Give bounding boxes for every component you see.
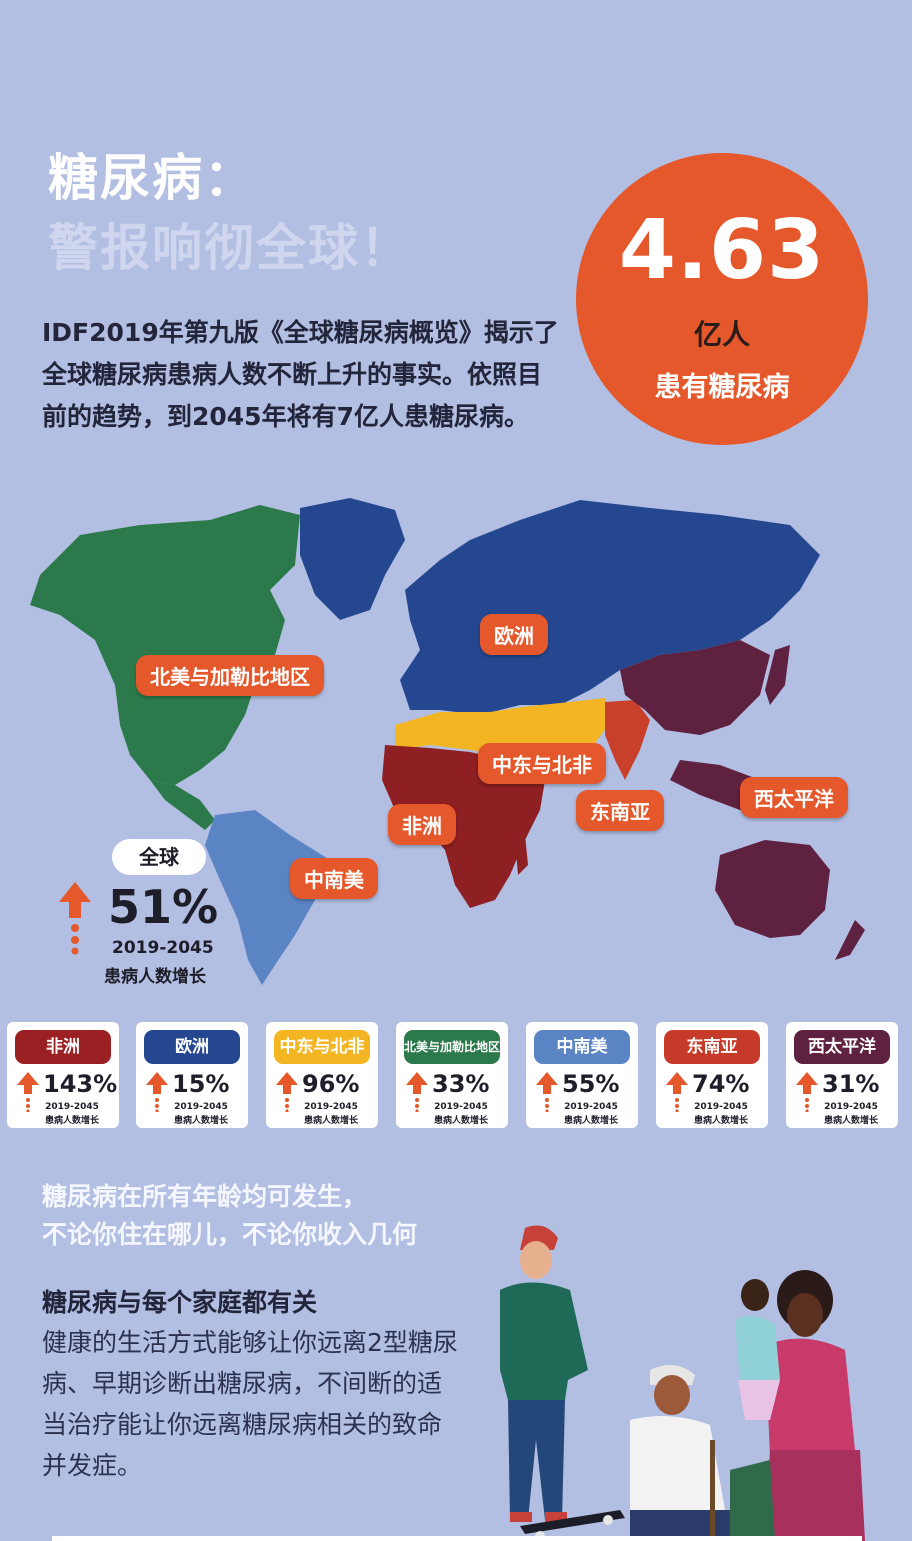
map-label-europe: 欧洲 <box>480 614 548 655</box>
region-desc: 患病人数增长 <box>563 1116 618 1126</box>
wp-japan-region <box>765 645 790 705</box>
madagascar-region <box>515 835 528 875</box>
world-map: 北美与加勒比地区 欧洲 中东与北非 非洲 东南亚 西太平洋 中南美 <box>0 480 912 990</box>
africa-region <box>382 745 545 908</box>
greenland-region <box>300 498 405 620</box>
region-name: 欧洲 <box>144 1030 240 1064</box>
up-arrow-icon <box>17 1072 39 1112</box>
region-name: 西太平洋 <box>794 1030 890 1064</box>
region-card-sea: 东南亚 74% 2019-2045 患病人数增长 <box>656 1022 768 1128</box>
region-card-europe: 欧洲 15% 2019-2045 患病人数增长 <box>136 1022 248 1128</box>
region-card-sam: 中南美 55% 2019-2045 患病人数增长 <box>526 1022 638 1128</box>
south-america-region <box>205 810 330 985</box>
region-name: 非洲 <box>15 1030 111 1064</box>
map-label-africa: 非洲 <box>388 804 456 845</box>
region-name: 北美与加勒比地区 <box>404 1030 500 1064</box>
region-years: 2019-2045 <box>824 1102 878 1112</box>
wp-china-region <box>620 640 770 735</box>
sea-region <box>605 700 650 780</box>
region-percent: 74% <box>692 1070 750 1098</box>
map-label-north-america: 北美与加勒比地区 <box>136 655 324 696</box>
global-description: 患病人数增长 <box>104 967 206 987</box>
up-arrow-icon <box>536 1072 558 1112</box>
elder-figure <box>630 1365 735 1541</box>
up-arrow-icon <box>146 1072 168 1112</box>
highlight-number: 4.63 <box>618 203 826 298</box>
region-years: 2019-2045 <box>564 1102 618 1112</box>
region-years: 2019-2045 <box>174 1102 228 1112</box>
global-years: 2019-2045 <box>112 938 214 958</box>
mena-region <box>395 698 612 780</box>
up-arrow-icon <box>276 1072 298 1112</box>
bottom-divider <box>52 1536 862 1541</box>
map-label-mena: 中东与北非 <box>478 743 606 784</box>
global-percent: 51% <box>108 880 219 934</box>
central-america-region <box>150 780 215 830</box>
region-percent: 143% <box>43 1070 118 1098</box>
family-paragraph: 健康的生活方式能够让你远离2型糖尿病、早期诊断出糖尿病，不间断的适当治疗能让你远… <box>42 1328 458 1480</box>
region-percent: 96% <box>302 1070 360 1098</box>
intro-paragraph: IDF2019年第九版《全球糖尿病概览》揭示了全球糖尿病患病人数不断上升的事实。… <box>42 318 559 431</box>
region-desc: 患病人数增长 <box>693 1116 748 1126</box>
highlight-circle: 4.63 亿人 患有糖尿病 <box>576 153 868 445</box>
up-arrow-icon <box>406 1072 428 1112</box>
mother-child-figure <box>730 1270 865 1541</box>
region-card-africa: 非洲 143% 2019-2045 患病人数增长 <box>7 1022 119 1128</box>
region-card-mena: 中东与北非 96% 2019-2045 患病人数增长 <box>266 1022 378 1128</box>
up-arrow-icon <box>666 1072 688 1112</box>
region-desc: 患病人数增长 <box>173 1116 228 1126</box>
europe-region <box>400 500 820 715</box>
map-label-sea: 东南亚 <box>576 790 664 831</box>
family-illustration <box>500 1225 865 1541</box>
region-name: 东南亚 <box>664 1030 760 1064</box>
all-ages-line2: 不论你住在哪儿，不论你收入几何 <box>42 1220 418 1249</box>
highlight-description: 患有糖尿病 <box>654 372 790 403</box>
page-title: 糖尿病： <box>48 149 256 207</box>
region-name: 中东与北非 <box>274 1030 370 1064</box>
page-subtitle: 警报响彻全球！ <box>48 219 412 277</box>
region-desc: 患病人数增长 <box>433 1116 488 1126</box>
region-years: 2019-2045 <box>434 1102 488 1112</box>
region-years: 2019-2045 <box>45 1102 99 1112</box>
region-card-wp: 西太平洋 31% 2019-2045 患病人数增长 <box>786 1022 898 1128</box>
region-years: 2019-2045 <box>694 1102 748 1112</box>
global-label: 全球 <box>112 839 206 875</box>
region-years: 2019-2045 <box>304 1102 358 1112</box>
north-america-region <box>30 505 300 785</box>
up-arrow-icon <box>796 1072 818 1112</box>
region-desc: 患病人数增长 <box>823 1116 878 1126</box>
family-heading: 糖尿病与每个家庭都有关 <box>42 1288 318 1317</box>
wp-australia-region <box>715 840 830 938</box>
wp-nz-region <box>835 920 865 960</box>
skateboarder-figure <box>500 1225 625 1541</box>
region-desc: 患病人数增长 <box>303 1116 358 1126</box>
world-map-graphic <box>30 498 865 985</box>
region-desc: 患病人数增长 <box>44 1116 99 1126</box>
map-label-wp: 西太平洋 <box>740 777 848 818</box>
region-name: 中南美 <box>534 1030 630 1064</box>
region-percent: 33% <box>432 1070 490 1098</box>
map-label-sam: 中南美 <box>290 858 378 899</box>
region-percent: 31% <box>822 1070 880 1098</box>
region-percent: 15% <box>172 1070 230 1098</box>
region-percent: 55% <box>562 1070 620 1098</box>
up-arrow-icon <box>59 882 91 955</box>
all-ages-line1: 糖尿病在所有年龄均可发生， <box>42 1182 368 1211</box>
region-card-north-america: 北美与加勒比地区 33% 2019-2045 患病人数增长 <box>396 1022 508 1128</box>
all-ages-message: 糖尿病在所有年龄均可发生， 不论你住在哪儿，不论你收入几何 <box>42 1178 417 1254</box>
highlight-unit: 亿人 <box>693 318 750 351</box>
